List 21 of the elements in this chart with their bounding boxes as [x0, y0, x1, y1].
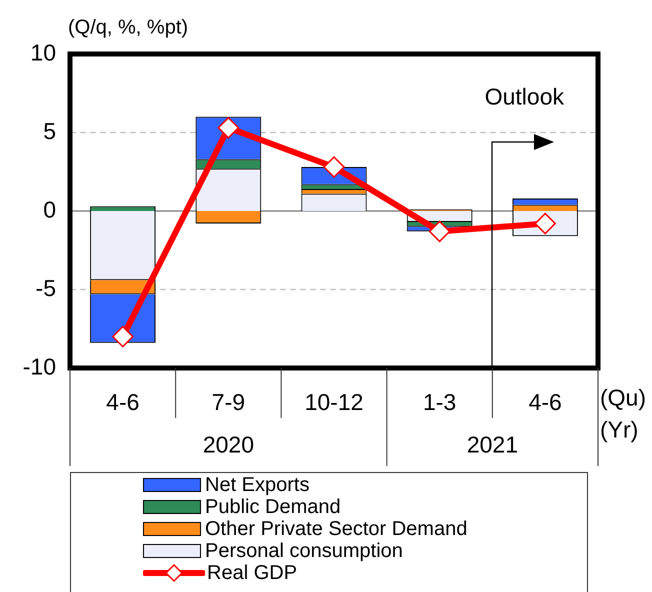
y-tick-label: 5	[43, 118, 56, 144]
legend-label: Net Exports	[205, 474, 310, 496]
x-tick-label: 10-12	[304, 389, 364, 416]
legend-label: Public Demand	[205, 496, 341, 518]
y-tick-label: -5	[36, 274, 56, 301]
text: (Qu)	[600, 384, 646, 410]
text: 2021	[466, 431, 518, 458]
annotation: Outlook	[484, 83, 564, 110]
y-tick-label: 0	[43, 196, 56, 222]
y-axis-title: (Q/q, %, %pt)	[68, 16, 188, 39]
y-tick-label: 10	[30, 39, 56, 66]
x-tick-label: 7-9	[212, 389, 246, 416]
y-tick-label: -10	[22, 353, 56, 380]
text: (Yr)	[600, 416, 638, 442]
x-tick-label: 1-3	[422, 389, 456, 416]
x-tick-label: 4-6	[106, 389, 140, 416]
x-tick-label: 4-6	[528, 389, 562, 416]
legend-label: Real GDP	[207, 562, 298, 584]
legend-label: Personal consumption	[205, 540, 403, 562]
legend-label: Other Private Sector Demand	[205, 518, 468, 540]
text: 2020	[202, 431, 254, 458]
